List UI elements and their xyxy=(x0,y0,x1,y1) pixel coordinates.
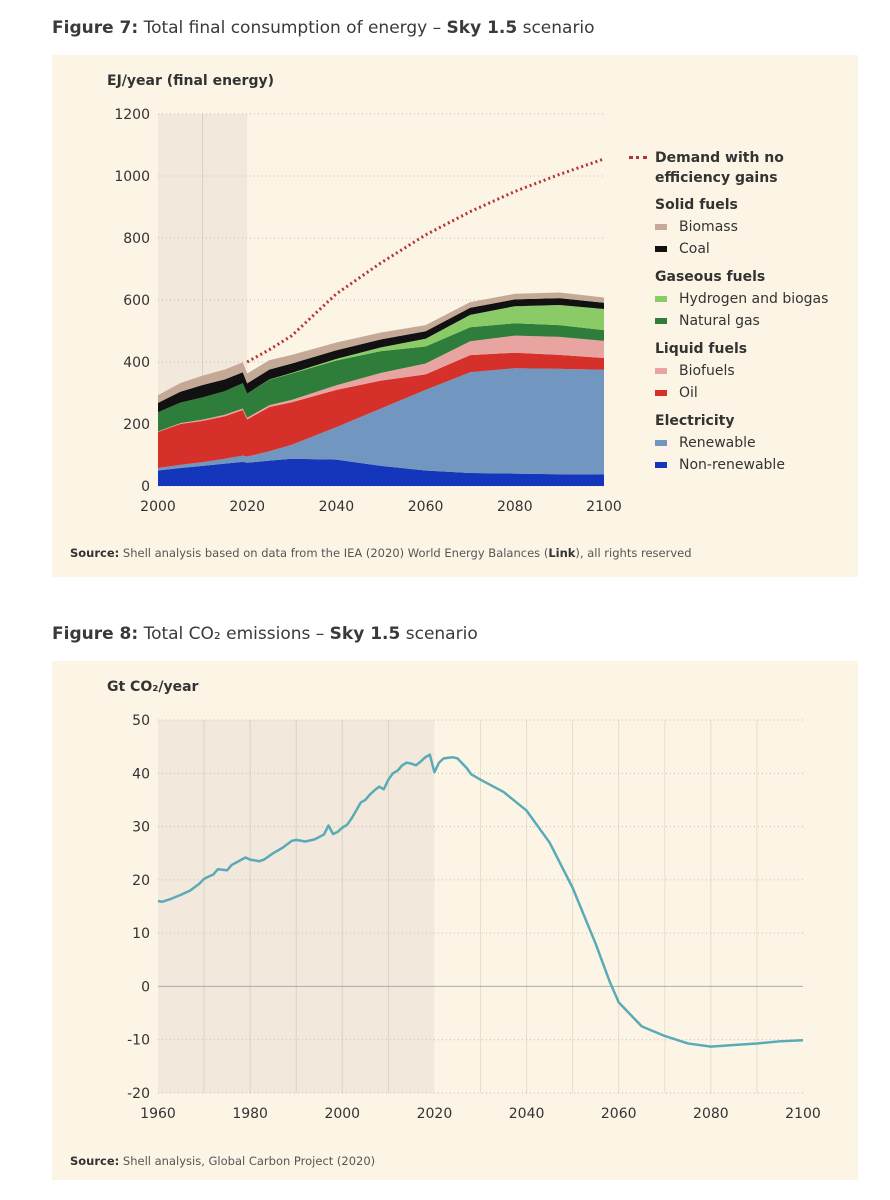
y-tick-label: 30 xyxy=(132,820,150,836)
title-emph: Sky 1.5 xyxy=(446,18,518,38)
x-tick-label: 2100 xyxy=(586,499,622,515)
title-text: Total CO₂ emissions – xyxy=(138,624,330,644)
area xyxy=(158,352,604,469)
legend-entry: Biomass xyxy=(629,216,849,238)
x-tick-label: 2060 xyxy=(408,499,444,515)
figure-title: Figure 8: Total CO₂ emissions – Sky 1.5 … xyxy=(52,624,478,644)
area xyxy=(158,458,604,486)
legend-entry: Biofuels xyxy=(629,360,849,382)
legend-label: Coal xyxy=(679,241,710,257)
y-tick-label: 600 xyxy=(123,293,150,309)
y-tick-label: 800 xyxy=(123,231,150,247)
y-axis-label: Gt CO₂/year xyxy=(107,679,199,695)
legend-swatch xyxy=(655,296,667,302)
legend-swatch xyxy=(655,246,667,252)
source-link[interactable]: Link xyxy=(548,546,576,560)
line xyxy=(157,753,804,1048)
y-tick-label: 20 xyxy=(132,873,150,889)
legend-entry: Renewable xyxy=(629,432,849,454)
legend-swatch xyxy=(655,368,667,374)
x-tick-label: 2040 xyxy=(509,1106,545,1122)
legend-label: Hydrogen and biogas xyxy=(679,291,829,307)
x-tick-label: 2020 xyxy=(229,499,265,515)
y-tick-label: 0 xyxy=(141,479,150,495)
legend-swatch xyxy=(655,224,667,230)
x-tick-label: 2000 xyxy=(324,1106,360,1122)
source-text: Shell analysis based on data from the IE… xyxy=(119,546,549,560)
x-tick-label: 2020 xyxy=(417,1106,453,1122)
source-end: ), all rights reserved xyxy=(575,546,692,560)
legend-swatch xyxy=(655,462,667,468)
source-text: Shell analysis, Global Carbon Project (2… xyxy=(119,1154,376,1168)
x-tick-label: 2100 xyxy=(785,1106,821,1122)
legend-group-title: Liquid fuels xyxy=(655,341,748,357)
source: Source: Shell analysis based on data fro… xyxy=(70,546,692,560)
title-text: Total final consumption of energy – xyxy=(138,18,447,38)
figure-title: Figure 7: Total final consumption of ene… xyxy=(52,18,595,38)
legend-swatch xyxy=(629,156,647,159)
legend-swatch xyxy=(655,318,667,324)
x-tick-label: 2000 xyxy=(140,499,176,515)
x-tick-label: 2080 xyxy=(693,1106,729,1122)
legend-swatch xyxy=(655,440,667,446)
legend-label: Renewable xyxy=(679,435,756,451)
y-tick-label: 400 xyxy=(123,355,150,371)
x-tick-label: 2080 xyxy=(497,499,533,515)
source-label: Source: xyxy=(70,546,120,560)
title-label: Figure 8: xyxy=(52,624,139,644)
legend-group-title: Gaseous fuels xyxy=(655,269,766,285)
area xyxy=(158,323,604,432)
legend-label: Demand with no efficiency gains xyxy=(655,150,784,186)
legend-label: Biofuels xyxy=(679,363,735,379)
legend-group-title: Electricity xyxy=(655,413,735,429)
area xyxy=(158,335,604,433)
title-emph: Sky 1.5 xyxy=(329,624,401,644)
area xyxy=(158,304,604,413)
title-label: Figure 7: xyxy=(52,18,139,38)
legend: Demand with no efficiency gains Solid fue… xyxy=(629,148,849,476)
legend-group-title: Solid fuels xyxy=(655,197,738,213)
source: Source: Shell analysis, Global Carbon Pr… xyxy=(70,1154,375,1168)
title-end: scenario xyxy=(400,624,478,644)
y-tick-label: 10 xyxy=(132,926,150,942)
legend-entry: Non-renewable xyxy=(629,454,849,476)
y-tick-label: -20 xyxy=(127,1086,150,1102)
legend-entry: Hydrogen and biogas xyxy=(629,288,849,310)
y-tick-label: 50 xyxy=(132,713,150,729)
legend-label: Oil xyxy=(679,385,698,401)
legend-entry: Oil xyxy=(629,382,849,404)
legend-label: Natural gas xyxy=(679,313,760,329)
area xyxy=(158,368,604,475)
y-tick-label: 1000 xyxy=(114,169,150,185)
y-axis-label: EJ/year (final energy) xyxy=(107,73,274,89)
x-tick-label: 1960 xyxy=(140,1106,176,1122)
y-tick-label: -10 xyxy=(127,1033,150,1049)
legend-entry: Natural gas xyxy=(629,310,849,332)
title-end: scenario xyxy=(517,18,595,38)
legend-label: Biomass xyxy=(679,219,738,235)
legend-entry: Coal xyxy=(629,238,849,260)
y-tick-label: 40 xyxy=(132,766,150,782)
x-tick-label: 2040 xyxy=(319,499,355,515)
legend-swatch xyxy=(655,390,667,396)
y-tick-label: 0 xyxy=(141,979,150,995)
x-tick-label: 1980 xyxy=(232,1106,268,1122)
y-tick-label: 200 xyxy=(123,417,150,433)
source-label: Source: xyxy=(70,1154,120,1168)
x-tick-label: 2060 xyxy=(601,1106,637,1122)
legend-label: Non-renewable xyxy=(679,457,785,473)
y-tick-label: 1200 xyxy=(114,107,150,123)
legend-entry: Demand with no efficiency gains xyxy=(629,148,805,188)
